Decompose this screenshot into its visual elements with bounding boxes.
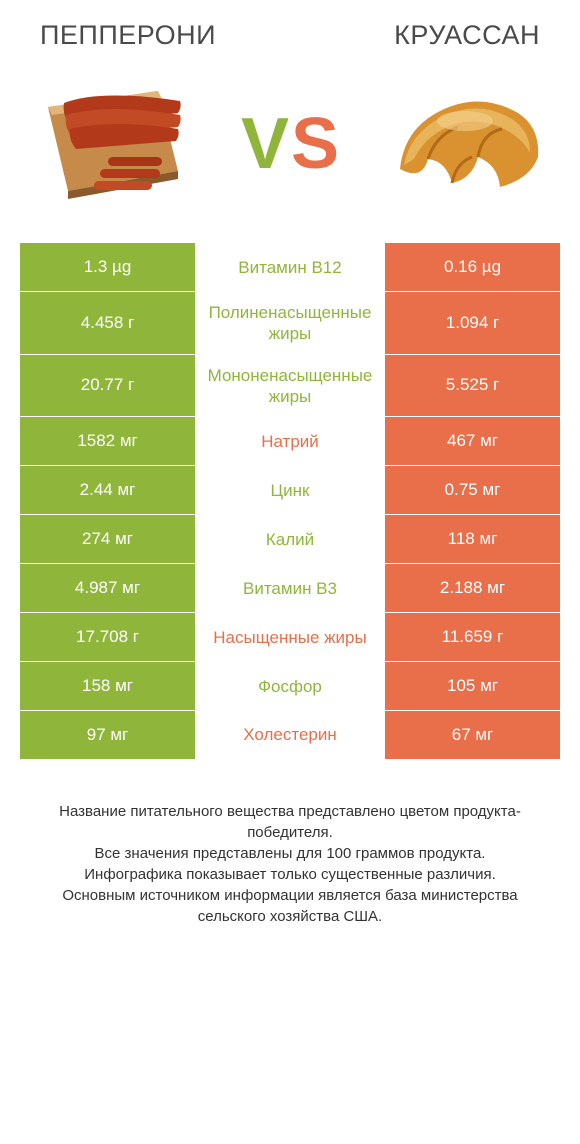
footer-notes: Название питательного вещества представл… (20, 759, 560, 927)
footer-line: Все значения представлены для 100 граммо… (30, 843, 550, 864)
right-value: 2.188 мг (385, 564, 560, 613)
right-value: 11.659 г (385, 613, 560, 662)
vs-label: V S (241, 108, 339, 180)
right-value: 67 мг (385, 711, 560, 759)
nutrient-label: Цинк (195, 466, 385, 515)
nutrient-label: Полиненасыщенные жиры (195, 292, 385, 355)
croissant-image (380, 79, 550, 209)
nutrient-label: Мононенасыщенные жиры (195, 355, 385, 418)
left-value: 97 мг (20, 711, 195, 759)
footer-line: Инфографика показывает только существенн… (30, 864, 550, 885)
comparison-table: 1.3 µgВитамин B120.16 µg4.458 гПолиненас… (20, 243, 560, 759)
vs-s-letter: S (291, 108, 339, 180)
footer-line: Основным источником информации является … (30, 885, 550, 927)
right-value: 1.094 г (385, 292, 560, 355)
table-row: 4.987 мгВитамин B32.188 мг (20, 564, 560, 613)
table-row: 274 мгКалий118 мг (20, 515, 560, 564)
table-row: 1.3 µgВитамин B120.16 µg (20, 243, 560, 292)
right-product-title: КРУАССАН (394, 20, 540, 51)
nutrient-label: Натрий (195, 417, 385, 466)
right-value: 0.16 µg (385, 243, 560, 292)
croissant-icon (380, 79, 550, 209)
footer-line: Название питательного вещества представл… (30, 801, 550, 843)
left-value: 17.708 г (20, 613, 195, 662)
nutrient-label: Холестерин (195, 711, 385, 759)
pepperoni-image (30, 79, 200, 209)
left-value: 274 мг (20, 515, 195, 564)
infographic-container: ПЕППЕРОНИ КРУАССАН V S (0, 0, 580, 937)
nutrient-label: Калий (195, 515, 385, 564)
table-row: 158 мгФосфор105 мг (20, 662, 560, 711)
left-value: 4.987 мг (20, 564, 195, 613)
table-row: 4.458 гПолиненасыщенные жиры1.094 г (20, 292, 560, 355)
nutrient-label: Фосфор (195, 662, 385, 711)
nutrient-label: Насыщенные жиры (195, 613, 385, 662)
hero-row: V S (20, 73, 560, 243)
left-value: 1582 мг (20, 417, 195, 466)
nutrient-label: Витамин B3 (195, 564, 385, 613)
left-value: 2.44 мг (20, 466, 195, 515)
vs-v-letter: V (241, 108, 289, 180)
table-row: 20.77 гМононенасыщенные жиры5.525 г (20, 355, 560, 418)
left-value: 158 мг (20, 662, 195, 711)
right-value: 0.75 мг (385, 466, 560, 515)
right-value: 5.525 г (385, 355, 560, 418)
pepperoni-icon (30, 79, 200, 209)
table-row: 97 мгХолестерин67 мг (20, 711, 560, 759)
table-row: 1582 мгНатрий467 мг (20, 417, 560, 466)
left-value: 20.77 г (20, 355, 195, 418)
right-value: 105 мг (385, 662, 560, 711)
left-product-title: ПЕППЕРОНИ (40, 20, 216, 51)
left-value: 1.3 µg (20, 243, 195, 292)
titles-row: ПЕППЕРОНИ КРУАССАН (20, 20, 560, 73)
left-value: 4.458 г (20, 292, 195, 355)
nutrient-label: Витамин B12 (195, 243, 385, 292)
table-row: 2.44 мгЦинк0.75 мг (20, 466, 560, 515)
right-value: 467 мг (385, 417, 560, 466)
right-value: 118 мг (385, 515, 560, 564)
table-row: 17.708 гНасыщенные жиры11.659 г (20, 613, 560, 662)
